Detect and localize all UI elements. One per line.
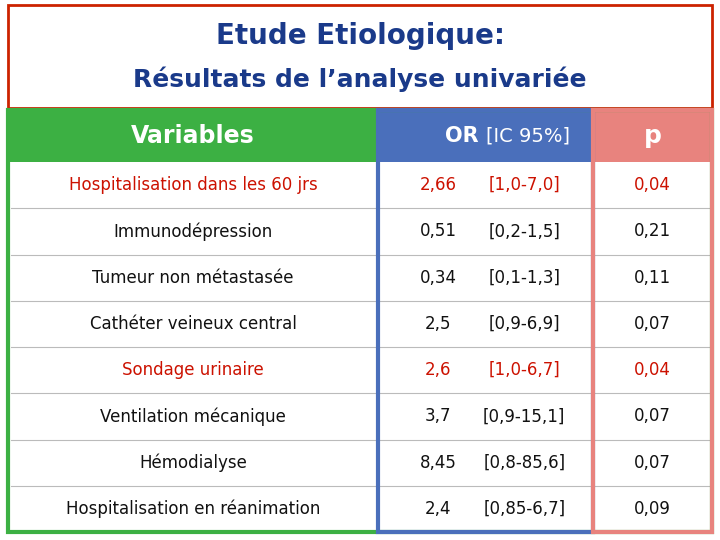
Text: 0,34: 0,34 <box>420 268 456 287</box>
Text: 0,51: 0,51 <box>420 222 456 240</box>
Text: 0,21: 0,21 <box>634 222 671 240</box>
Text: Tumeur non métastasée: Tumeur non métastasée <box>92 268 294 287</box>
Text: Hémodialyse: Hémodialyse <box>139 454 247 472</box>
Text: Résultats de l’analyse univariée: Résultats de l’analyse univariée <box>133 66 587 92</box>
Text: p: p <box>644 124 662 148</box>
Bar <box>8 5 712 108</box>
Text: 2,66: 2,66 <box>420 176 456 194</box>
Text: 0,07: 0,07 <box>634 407 671 426</box>
Text: Sondage urinaire: Sondage urinaire <box>122 361 264 379</box>
Text: 2,4: 2,4 <box>425 500 451 518</box>
Text: Etude Etiologique:: Etude Etiologique: <box>215 22 505 50</box>
Text: 3,7: 3,7 <box>425 407 451 426</box>
Bar <box>8 110 378 162</box>
Bar <box>8 110 712 532</box>
Text: 0,09: 0,09 <box>634 500 671 518</box>
Text: 0,04: 0,04 <box>634 176 671 194</box>
Text: Hospitalisation dans les 60 jrs: Hospitalisation dans les 60 jrs <box>68 176 318 194</box>
Text: 8,45: 8,45 <box>420 454 456 471</box>
Text: 2,5: 2,5 <box>425 315 451 333</box>
Text: [0,85-6,7]: [0,85-6,7] <box>483 500 565 518</box>
Text: Variables: Variables <box>131 124 255 148</box>
Text: 0,04: 0,04 <box>634 361 671 379</box>
Text: Cathéter veineux central: Cathéter veineux central <box>89 315 297 333</box>
Bar <box>593 110 712 162</box>
Text: [0,2-1,5]: [0,2-1,5] <box>488 222 560 240</box>
Text: [1,0-6,7]: [1,0-6,7] <box>488 361 560 379</box>
Bar <box>593 110 712 532</box>
Text: Immunodépression: Immunodépression <box>113 222 273 241</box>
Text: [1,0-7,0]: [1,0-7,0] <box>488 176 560 194</box>
Text: [0,8-85,6]: [0,8-85,6] <box>483 454 565 471</box>
Text: [0,1-1,3]: [0,1-1,3] <box>488 268 560 287</box>
Text: 0,07: 0,07 <box>634 454 671 471</box>
Bar <box>8 162 712 532</box>
Text: 0,07: 0,07 <box>634 315 671 333</box>
Bar <box>378 110 593 532</box>
Text: 2,6: 2,6 <box>425 361 451 379</box>
Text: [IC 95%]: [IC 95%] <box>485 126 570 145</box>
Text: 0,11: 0,11 <box>634 268 671 287</box>
Bar <box>378 110 593 162</box>
Text: Hospitalisation en réanimation: Hospitalisation en réanimation <box>66 500 320 518</box>
Text: [0,9-15,1]: [0,9-15,1] <box>483 407 565 426</box>
Text: OR: OR <box>445 126 485 146</box>
Text: Ventilation mécanique: Ventilation mécanique <box>100 407 286 426</box>
Text: [0,9-6,9]: [0,9-6,9] <box>488 315 560 333</box>
